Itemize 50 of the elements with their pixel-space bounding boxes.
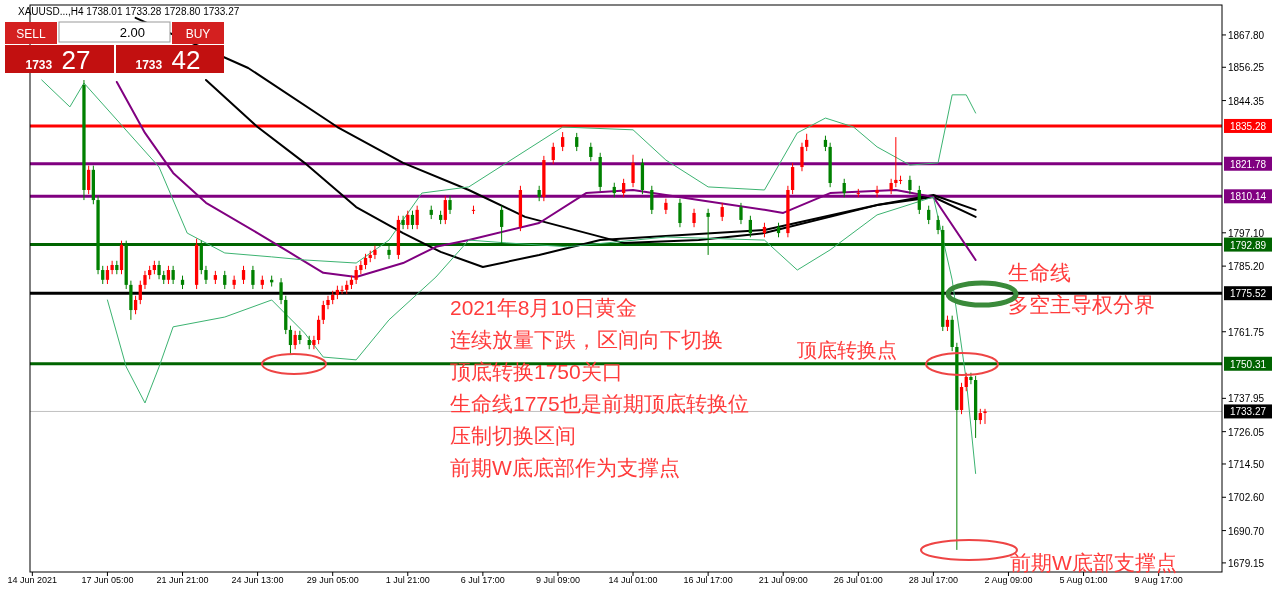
x-tick-label: 29 Jun 05:00 xyxy=(306,575,359,585)
annotation: 1733 42 xyxy=(135,45,201,75)
ref-line-label: 1835.28 xyxy=(1229,120,1267,132)
x-tick-label: 17 Jun 05:00 xyxy=(81,575,134,585)
y-tick-label: 1679.15 xyxy=(1228,557,1265,569)
x-tick-label: 16 Jul 17:00 xyxy=(683,575,733,585)
annotation: 前期W底底部作为支撑点 xyxy=(450,456,680,479)
x-tick-label: 1 Jul 21:00 xyxy=(385,575,430,585)
annotation: 顶底转换点 xyxy=(797,339,897,361)
annotation: XAUUSD...,H4 1738.01 1733.28 1728.80 1733.27 xyxy=(18,6,240,17)
ref-line-label: 1810.14 xyxy=(1229,191,1267,203)
annotation: 前期W底部支撑点 xyxy=(1010,551,1177,574)
annotation: 2.00 xyxy=(119,25,145,40)
y-tick-label: 1844.35 xyxy=(1228,95,1265,107)
x-tick-label: 28 Jul 17:00 xyxy=(908,575,958,585)
ref-line-label: 1792.89 xyxy=(1229,239,1267,251)
x-tick-label: 5 Aug 01:00 xyxy=(1059,575,1108,585)
annotation: 1733 27 xyxy=(25,45,91,75)
x-tick-label: 14 Jun 2021 xyxy=(7,575,58,585)
y-tick-label: 1690.70 xyxy=(1228,525,1265,537)
annotation: BUY xyxy=(185,27,211,41)
y-tick-label: 1867.80 xyxy=(1228,29,1265,41)
y-tick-label: 1702.60 xyxy=(1228,492,1265,504)
annotation: 压制切换区间 xyxy=(450,424,576,447)
annotation: 生命线1775也是前期顶底转换位 xyxy=(450,392,749,415)
annotation: 2021年8月10日黄金 xyxy=(450,296,637,319)
annotation: 生命线 xyxy=(1008,261,1071,284)
annotation: 连续放量下跌，区间向下切换 xyxy=(450,328,723,351)
annotation: 顶底转换1750关口 xyxy=(450,360,623,383)
x-tick-label: 6 Jul 17:00 xyxy=(460,575,505,585)
y-tick-label: 1856.25 xyxy=(1228,62,1265,74)
x-tick-label: 2 Aug 09:00 xyxy=(984,575,1033,585)
y-tick-label: 1797.10 xyxy=(1228,227,1265,239)
x-tick-label: 21 Jul 09:00 xyxy=(758,575,808,585)
ref-line-label: 1733.27 xyxy=(1229,406,1267,418)
x-tick-label: 9 Jul 09:00 xyxy=(535,575,580,585)
ref-line-label: 1750.31 xyxy=(1229,358,1267,370)
x-tick-label: 9 Aug 17:00 xyxy=(1134,575,1183,585)
y-tick-label: 1737.95 xyxy=(1228,393,1265,405)
x-tick-label: 24 Jun 13:00 xyxy=(231,575,284,585)
x-tick-label: 14 Jul 01:00 xyxy=(608,575,658,585)
y-tick-label: 1714.50 xyxy=(1228,458,1265,470)
annotation: SELL xyxy=(16,27,46,41)
ref-line-label: 1775.52 xyxy=(1229,288,1267,300)
y-tick-label: 1785.20 xyxy=(1228,261,1265,273)
ref-line-label: 1821.78 xyxy=(1229,158,1267,170)
x-tick-label: 21 Jun 21:00 xyxy=(156,575,209,585)
x-tick-label: 26 Jul 01:00 xyxy=(833,575,883,585)
y-tick-label: 1761.75 xyxy=(1228,326,1265,338)
y-tick-label: 1726.05 xyxy=(1228,426,1265,438)
